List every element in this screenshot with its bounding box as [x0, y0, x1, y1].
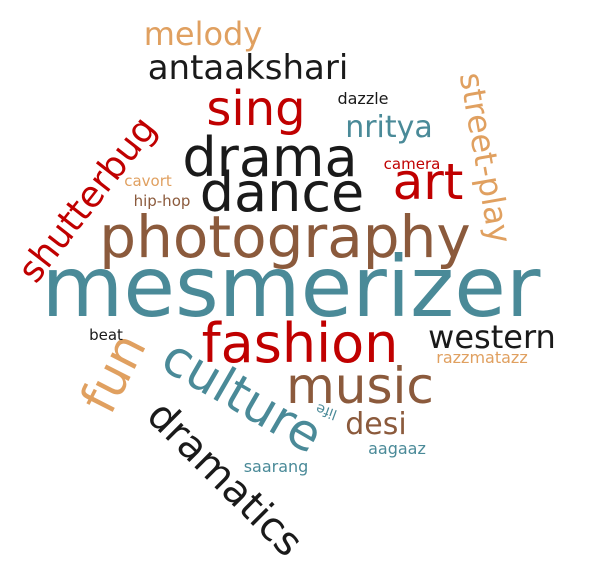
word-saarang: saarang: [243, 457, 309, 476]
word-hip-hop: hip-hop: [133, 191, 191, 210]
word-camera: camera: [383, 154, 441, 173]
word-dance: dance: [199, 161, 365, 224]
word-antaakshari: antaakshari: [147, 48, 349, 88]
word-fashion: fashion: [201, 312, 399, 375]
word-nritya: nritya: [345, 110, 433, 145]
word-western: western: [428, 318, 556, 356]
word-drama: drama: [182, 126, 358, 189]
word-cavort: cavort: [124, 171, 172, 190]
word-art: art: [392, 153, 464, 211]
word-beat: beat: [89, 325, 123, 344]
word-dazzle: dazzle: [337, 89, 389, 108]
word-sing: sing: [206, 81, 306, 137]
word-mesmerizer: mesmerizer: [41, 238, 541, 336]
word-desi: desi: [345, 407, 407, 442]
word-razzmatazz: razzmatazz: [436, 348, 528, 367]
word-melody: melody: [143, 15, 263, 53]
word-music: music: [286, 357, 434, 415]
word-aagaaz: aagaaz: [368, 439, 426, 458]
word-photography: photography: [99, 203, 471, 271]
